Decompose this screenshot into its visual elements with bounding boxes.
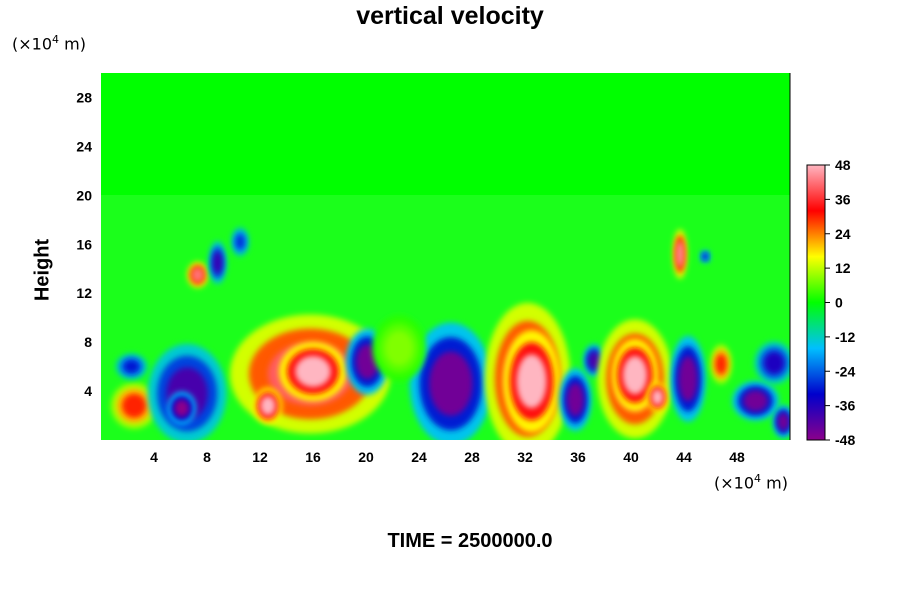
colorbar-ticks: 48 36 24 12 0 -12 -24 -36 -48 [825, 157, 855, 448]
colorbar-tick-label: 36 [835, 191, 851, 207]
y-tick-label: 8 [84, 334, 92, 350]
x-tick-label: 40 [623, 449, 639, 465]
colorbar-tick-label: 48 [835, 157, 851, 173]
feature-3-level-2 [174, 399, 190, 417]
x-tick-label: 28 [464, 449, 480, 465]
chart-title: vertical velocity [356, 2, 544, 30]
feature-20-level-2 [702, 253, 709, 260]
y-tick-label: 24 [76, 138, 92, 154]
y-axis-ticks: 4 8 12 16 20 24 28 [76, 89, 92, 399]
feature-17-level-2 [651, 389, 664, 406]
y-axis-unit: (×104 m) [12, 33, 86, 53]
feature-7-level-2 [295, 355, 331, 388]
x-unit-suffix: m) [761, 473, 788, 493]
x-unit-prefix: (×10 [714, 473, 755, 493]
x-tick-label: 12 [252, 449, 268, 465]
feature-10-level-2 [429, 351, 473, 416]
feature-21-level-2 [715, 353, 727, 375]
feature-8-level-2 [260, 396, 276, 416]
colorbar-tick-label: -12 [835, 329, 855, 345]
x-tick-label: 8 [203, 449, 211, 465]
y-tick-label: 16 [76, 236, 92, 252]
feature-4-level-2 [192, 267, 204, 282]
y-unit-suffix: m) [59, 34, 86, 54]
colorbar-tick-label: -48 [835, 432, 855, 448]
y-tick-label: 4 [84, 383, 92, 399]
x-unit-exponent: 4 [754, 472, 762, 485]
colorbar-tick-label: 0 [835, 295, 843, 311]
x-tick-label: 36 [570, 449, 586, 465]
y-unit-prefix: (×10 [12, 34, 53, 54]
feature-18-level-2 [678, 356, 698, 402]
feature-22-level-2 [743, 390, 768, 412]
field-features [110, 226, 790, 440]
x-axis-ticks: 4 8 12 16 20 24 28 32 36 40 44 48 [150, 449, 745, 465]
time-label: TIME = 2500000.0 [387, 530, 553, 552]
feature-5-level-2 [212, 251, 223, 274]
colorbar [806, 164, 826, 441]
colorbar-tick-label: -24 [835, 363, 855, 379]
feature-26-level-2 [385, 330, 414, 366]
y-tick-label: 12 [76, 285, 92, 301]
feature-24-level-2 [777, 412, 790, 431]
y-unit-exponent: 4 [52, 33, 60, 46]
colorbar-tick-label: -36 [835, 398, 855, 414]
x-tick-label: 4 [150, 449, 158, 465]
colorbar-tick-label: 24 [835, 226, 851, 242]
feature-19-level-2 [676, 241, 684, 268]
x-tick-label: 32 [517, 449, 533, 465]
feature-0-level-2 [121, 393, 147, 418]
y-tick-label: 20 [76, 187, 92, 203]
x-tick-label: 16 [305, 449, 321, 465]
x-axis-unit: (×104 m) [714, 472, 788, 492]
feature-23-level-2 [763, 351, 785, 375]
feature-12-level-2 [516, 354, 547, 409]
feature-16-level-2 [622, 356, 648, 395]
y-tick-label: 28 [76, 89, 92, 105]
x-tick-label: 48 [729, 449, 745, 465]
x-tick-label: 20 [358, 449, 374, 465]
feature-14-level-2 [588, 351, 600, 370]
colorbar-tick-label: 12 [835, 260, 851, 276]
feature-25-level-2 [235, 234, 245, 250]
x-tick-label: 44 [676, 449, 692, 465]
feature-13-level-2 [566, 383, 584, 417]
x-tick-label: 24 [411, 449, 427, 465]
feature-1-level-2 [123, 359, 140, 374]
